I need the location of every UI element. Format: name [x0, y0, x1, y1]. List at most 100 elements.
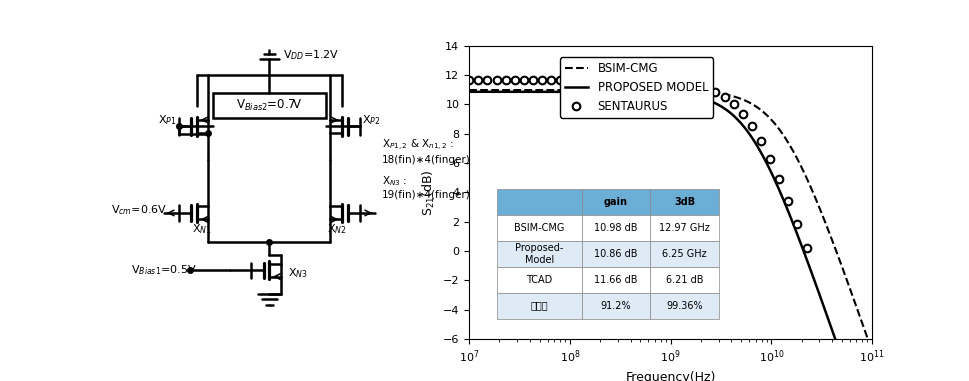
SENTAURUS [645, 78, 657, 83]
Text: X$_{P2}$: X$_{P2}$ [362, 113, 381, 127]
FancyBboxPatch shape [497, 215, 581, 241]
Line: BSIM-CMG: BSIM-CMG [469, 90, 872, 351]
SENTAURUS [682, 81, 694, 86]
SENTAURUS [490, 78, 502, 82]
PROPOSED MODEL [463, 90, 475, 94]
SENTAURUS [482, 78, 493, 82]
SENTAURUS [719, 95, 731, 99]
SENTAURUS [546, 78, 557, 82]
Text: gain: gain [604, 197, 628, 207]
Text: 10.86 dB: 10.86 dB [594, 249, 638, 259]
Text: 6.21 dB: 6.21 dB [666, 275, 703, 285]
PROPOSED MODEL [659, 91, 671, 95]
Text: X$_{P1,2}$ & X$_{n1,2}$ :: X$_{P1,2}$ & X$_{n1,2}$ : [382, 138, 453, 153]
SENTAURUS [728, 102, 739, 107]
SENTAURUS [655, 79, 667, 83]
SENTAURUS [473, 78, 484, 82]
SENTAURUS [792, 222, 803, 226]
SENTAURUS [500, 78, 512, 82]
SENTAURUS [600, 78, 611, 82]
SENTAURUS [765, 157, 776, 161]
SENTAURUS [664, 79, 675, 84]
FancyBboxPatch shape [497, 189, 581, 215]
SENTAURUS [527, 78, 539, 82]
Text: 11.66 dB: 11.66 dB [594, 275, 638, 285]
Text: Proposed-
Model: Proposed- Model [516, 243, 564, 265]
Text: 10.98 dB: 10.98 dB [594, 223, 638, 233]
SENTAURUS [582, 78, 594, 82]
Text: 6.25 GHz: 6.25 GHz [662, 249, 707, 259]
SENTAURUS [509, 78, 520, 82]
FancyBboxPatch shape [497, 267, 581, 293]
SENTAURUS [800, 246, 812, 250]
FancyBboxPatch shape [650, 215, 719, 241]
BSIM-CMG [463, 88, 475, 92]
SENTAURUS [536, 78, 547, 82]
Text: X$_{N1}$: X$_{N1}$ [192, 222, 212, 236]
SENTAURUS [628, 78, 640, 83]
SENTAURUS [691, 83, 703, 88]
SENTAURUS [755, 139, 766, 144]
Line: SENTAURUS: SENTAURUS [465, 76, 810, 252]
Text: 18(fin)∗4(finger): 18(fin)∗4(finger) [382, 155, 470, 165]
SENTAURUS [591, 78, 603, 82]
BSIM-CMG [855, 316, 866, 320]
SENTAURUS [783, 199, 795, 203]
BSIM-CMG [648, 88, 660, 93]
SENTAURUS [773, 177, 785, 181]
Text: 12.97 GHz: 12.97 GHz [659, 223, 710, 233]
Text: V$_{Bias2}$=0.7V: V$_{Bias2}$=0.7V [236, 98, 302, 113]
SENTAURUS [709, 90, 721, 94]
FancyBboxPatch shape [650, 293, 719, 319]
SENTAURUS [573, 78, 584, 82]
Text: X$_{N3}$ :: X$_{N3}$ : [382, 174, 407, 187]
SENTAURUS [701, 86, 712, 90]
Text: BSIM-CMG: BSIM-CMG [515, 223, 565, 233]
SENTAURUS [564, 78, 576, 82]
SENTAURUS [610, 78, 621, 82]
Y-axis label: S$_{21}$(dB): S$_{21}$(dB) [422, 169, 437, 216]
Text: 19(fin)∗4(finger): 19(fin)∗4(finger) [382, 190, 470, 200]
Text: 3dB: 3dB [674, 197, 695, 207]
SENTAURUS [746, 124, 758, 128]
BSIM-CMG [781, 138, 793, 142]
Text: X$_{P1}$: X$_{P1}$ [158, 113, 176, 127]
Text: V$_{Bias1}$=0.5V: V$_{Bias1}$=0.5V [131, 263, 197, 277]
FancyBboxPatch shape [213, 93, 326, 118]
Legend: BSIM-CMG, PROPOSED MODEL, SENTAURUS: BSIM-CMG, PROPOSED MODEL, SENTAURUS [560, 58, 713, 118]
SENTAURUS [637, 78, 648, 83]
BSIM-CMG [855, 315, 866, 320]
FancyBboxPatch shape [581, 215, 650, 241]
FancyBboxPatch shape [650, 267, 719, 293]
SENTAURUS [673, 80, 685, 85]
FancyBboxPatch shape [581, 189, 650, 215]
X-axis label: Frequency(Hz): Frequency(Hz) [625, 371, 716, 381]
BSIM-CMG [659, 88, 671, 93]
BSIM-CMG [866, 349, 878, 354]
BSIM-CMG [484, 88, 495, 92]
SENTAURUS [463, 78, 475, 82]
FancyBboxPatch shape [650, 189, 719, 215]
PROPOSED MODEL [648, 90, 660, 95]
FancyBboxPatch shape [581, 241, 650, 267]
SENTAURUS [518, 78, 530, 82]
FancyBboxPatch shape [497, 293, 581, 319]
Text: X$_{N3}$: X$_{N3}$ [288, 266, 307, 280]
FancyBboxPatch shape [581, 267, 650, 293]
SENTAURUS [554, 78, 566, 82]
Text: 99.36%: 99.36% [667, 301, 703, 311]
SENTAURUS [737, 112, 749, 116]
Text: V$_{cm}$=0.6V: V$_{cm}$=0.6V [111, 204, 168, 218]
PROPOSED MODEL [484, 90, 495, 94]
Text: TCAD: TCAD [526, 275, 552, 285]
Text: 91.2%: 91.2% [601, 301, 631, 311]
PROPOSED MODEL [781, 205, 793, 209]
FancyBboxPatch shape [650, 241, 719, 267]
FancyBboxPatch shape [581, 293, 650, 319]
FancyBboxPatch shape [497, 241, 581, 267]
Text: X$_{N2}$: X$_{N2}$ [328, 222, 347, 236]
SENTAURUS [618, 78, 630, 83]
Text: 정확도: 정확도 [531, 301, 548, 311]
Text: V$_{DD}$=1.2V: V$_{DD}$=1.2V [283, 48, 339, 62]
Line: PROPOSED MODEL: PROPOSED MODEL [469, 92, 872, 381]
